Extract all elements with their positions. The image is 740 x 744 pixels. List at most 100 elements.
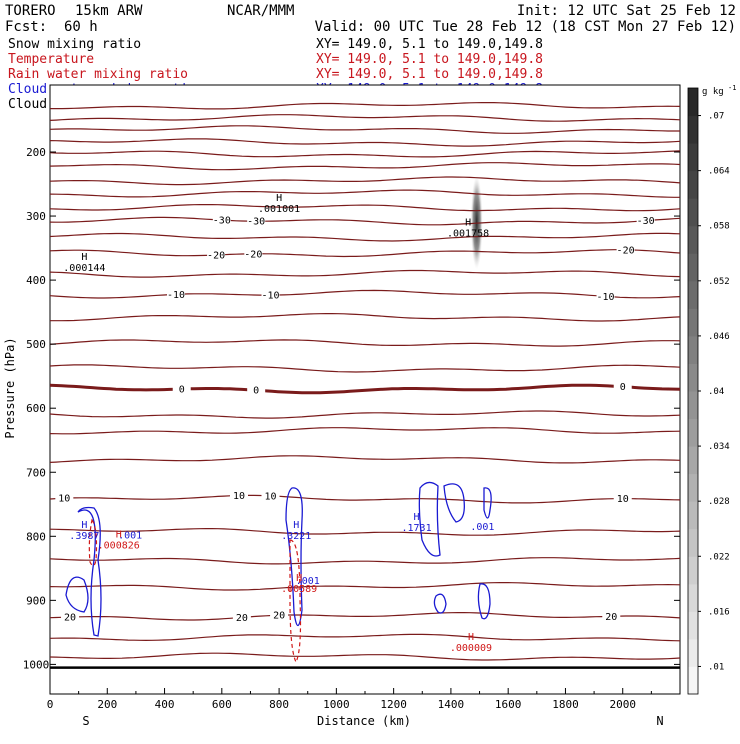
isotherm-label: 20 [605, 612, 617, 623]
cloud-water-h-marker: H [81, 520, 87, 531]
cloud-water-contour [483, 487, 492, 519]
colorbar-unit-exponent: -1 [728, 84, 736, 92]
isotherm-line [49, 581, 681, 591]
isotherm-label: -10 [167, 290, 185, 301]
colorbar-swatch [688, 308, 698, 337]
cloud-water-contour [433, 593, 447, 614]
isotherm-label-bg [230, 490, 248, 501]
colorbar-swatch [688, 473, 698, 502]
isotherm-label: -30 [637, 216, 655, 227]
isotherm-label: 20 [273, 611, 285, 622]
isotherm-label: 10 [58, 494, 70, 505]
plot-area: -30 -30 -30 -20 -20 -20 -10 -10 -10 0 0 0 10 10 10 10 20… [23, 84, 681, 711]
isotherm-line [49, 339, 681, 347]
colorbar-swatch [688, 446, 698, 475]
x-tick-label: 2000 [609, 698, 636, 711]
isotherm-label-bg [596, 291, 615, 302]
cloud-ice-h-marker: H [465, 218, 471, 229]
institution: NCAR/MMM [227, 3, 294, 19]
isotherm-label: 0 [253, 386, 259, 397]
isotherm-line [49, 289, 681, 299]
isotherm-line [49, 455, 681, 464]
y-tick-label: 200 [26, 146, 46, 159]
isotherm-line [49, 652, 681, 661]
colorbar-tick-label: .064 [708, 167, 730, 177]
isotherm-line [49, 249, 681, 258]
rain-water-max-value: .000009 [450, 643, 492, 654]
isotherm-line [49, 269, 681, 278]
isotherm-line [49, 383, 681, 395]
x-tick-label: 1400 [438, 698, 465, 711]
rain-water-contour [88, 518, 98, 567]
y-tick-label: 400 [26, 274, 46, 287]
x-tick-label: 1000 [323, 698, 350, 711]
isotherm-label: 10 [264, 491, 276, 502]
isotherm-label: 10 [617, 494, 629, 505]
x-tick-label: 1800 [552, 698, 579, 711]
colorbar-swatch [688, 611, 698, 640]
colorbar-tick-label: .052 [708, 277, 730, 287]
y-tick-label: 600 [26, 402, 46, 415]
isotherm-line [49, 611, 681, 621]
cloud-ice-max-value: .000144 [63, 263, 105, 274]
cloud-water-max-value: .3987 [69, 531, 99, 542]
field-xy-range: XY= 149.0, 5.1 to 149.0,149.8 [316, 67, 543, 82]
isotherm-line [49, 176, 681, 186]
isotherm-line [49, 189, 680, 198]
colorbar-swatch [688, 501, 698, 530]
colorbar-tick-label: .034 [708, 442, 730, 452]
cloud-water-contour [65, 576, 89, 613]
isotherm-label: -30 [213, 216, 231, 227]
isotherm-label: -20 [244, 249, 262, 260]
colorbar-swatch [688, 115, 698, 144]
x-tick-label: 200 [97, 698, 117, 711]
colorbar-tick-label: .01 [708, 662, 724, 672]
isotherm-label: -10 [597, 292, 615, 303]
isotherm-label-bg [261, 290, 280, 301]
isotherm-line [49, 527, 681, 536]
colorbar-swatch [688, 170, 698, 199]
cloud-water-contour [285, 487, 303, 627]
colorbar-swatch [688, 253, 698, 282]
cloud-water-contour [418, 481, 441, 557]
y-tick-label: 900 [26, 594, 46, 607]
colorbar-tick-label: .058 [708, 222, 730, 232]
cloud-water-h-marker: H [293, 520, 299, 531]
fcst-label: Fcst: [5, 19, 47, 35]
cloud-ice-h-marker: H [276, 193, 282, 204]
isotherm-line [49, 557, 681, 565]
colorbar-swatch [688, 225, 698, 254]
isotherm-label-bg [613, 381, 632, 392]
isotherm-label-bg [602, 611, 621, 622]
fcst-value: 60 h [64, 19, 98, 35]
rain-water-h-marker: H [468, 632, 474, 643]
isotherm-line [49, 494, 681, 504]
colorbar-tick-label: .046 [708, 332, 730, 342]
colorbar-tick-label: .028 [708, 497, 730, 507]
isotherm-line [49, 162, 681, 171]
isotherm-label-bg [613, 493, 632, 504]
cloud-water-max-value: .3221 [281, 531, 311, 542]
isotherm-label-bg [61, 612, 80, 623]
isotherm-label-bg [172, 384, 191, 395]
colorbar: .01 .016 .022 .028 .034 .04 .046 .052 .058 .064 .0… [687, 87, 730, 695]
field-name: Temperature [8, 52, 94, 67]
rain-water-contour [289, 539, 302, 664]
colorbar-swatch [688, 391, 698, 420]
cloud-water-h-marker: H [414, 512, 420, 523]
isotherm-label-bg [270, 610, 289, 621]
isotherm-line [49, 114, 681, 122]
isotherm-label-bg [636, 215, 655, 226]
cloud-water-contour-label: .001 [118, 530, 142, 541]
isotherm-label-bg [261, 490, 280, 501]
isotherm-line [49, 633, 681, 642]
isotherm-line [49, 427, 681, 435]
y-tick-label: 1000 [23, 658, 50, 671]
isotherm-label-bg [232, 612, 251, 623]
cloud-water-contour [77, 506, 102, 637]
south-end-label: S [82, 714, 89, 728]
field-xy-range: XY= 149.0, 5.1 to 149.0,149.8 [316, 37, 543, 52]
isotherm-label-bg [244, 248, 263, 259]
